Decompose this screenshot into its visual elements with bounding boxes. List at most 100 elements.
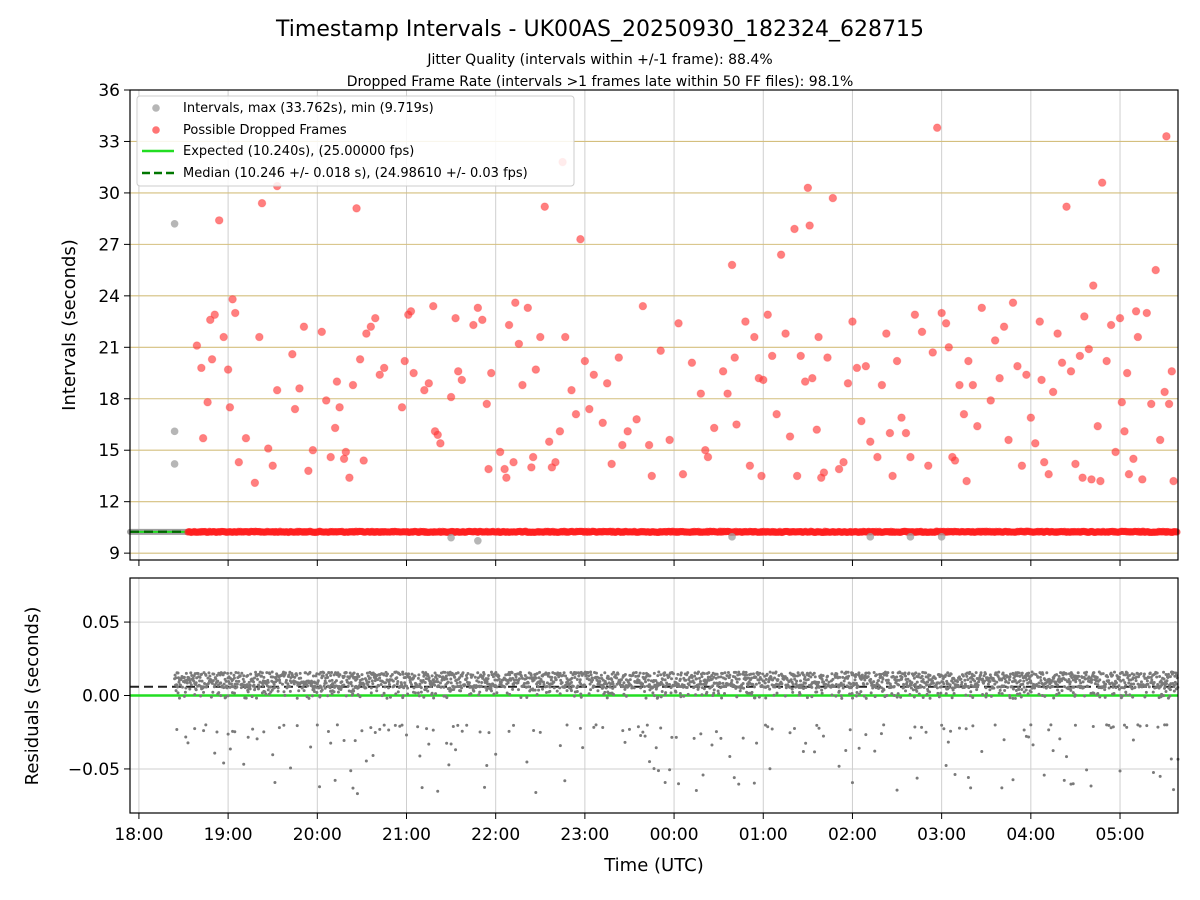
interval-baseline-point — [1173, 528, 1181, 536]
residual-point — [417, 694, 421, 698]
residual-point — [207, 671, 211, 675]
residual-point — [357, 675, 361, 679]
residual-point — [902, 682, 906, 686]
residual-point — [485, 679, 489, 683]
residual-point — [754, 675, 758, 679]
residual-point — [265, 671, 269, 675]
residual-point — [734, 670, 738, 674]
residual-point — [398, 672, 402, 676]
residual-point — [578, 678, 582, 682]
residual-outlier-point — [694, 789, 698, 793]
residual-outlier-point — [701, 773, 705, 777]
residual-point — [948, 683, 952, 687]
residual-point — [862, 694, 866, 698]
residual-point — [1134, 679, 1138, 683]
residual-point — [917, 692, 921, 696]
residual-point — [332, 673, 336, 677]
dropped-frame-point — [308, 445, 318, 455]
dropped-frame-point — [834, 464, 844, 474]
dropped-frame-point — [1053, 329, 1062, 338]
dropped-frame-point — [885, 428, 895, 438]
residual-point — [276, 686, 280, 690]
dropped-frame-point — [973, 421, 982, 431]
residual-point — [266, 680, 270, 684]
residual-point — [961, 674, 965, 678]
residual-outlier-point — [879, 732, 883, 736]
residual-point — [834, 682, 838, 686]
residual-outlier-point — [1029, 723, 1033, 727]
dropped-frame-point — [207, 355, 217, 364]
residual-point — [184, 671, 188, 675]
residual-point — [523, 673, 527, 677]
residual-point — [637, 678, 641, 682]
dropped-frame-point — [486, 368, 496, 378]
residual-point — [193, 693, 197, 697]
dropped-frame-point — [1167, 367, 1177, 376]
residual-outlier-point — [920, 725, 924, 729]
residual-point — [260, 671, 264, 675]
residual-point — [1104, 682, 1108, 686]
residual-point — [387, 682, 391, 686]
residual-point — [312, 690, 316, 694]
residual-point — [711, 693, 715, 697]
residual-outlier-point — [1156, 725, 1160, 729]
residual-outlier-point — [416, 725, 420, 729]
dropped-frame-point — [888, 471, 897, 481]
residual-point — [801, 686, 805, 690]
residual-point — [1013, 696, 1017, 700]
residual-outlier-point — [741, 736, 745, 740]
dropped-frame-point — [776, 250, 786, 259]
residual-point — [225, 686, 229, 690]
residual-point — [784, 686, 788, 690]
residual-point — [1146, 682, 1150, 686]
residual-point — [425, 686, 429, 690]
dropped-frame-point — [424, 379, 434, 388]
dropped-frame-point — [1075, 351, 1085, 361]
residual-point — [1122, 686, 1126, 690]
residual-point — [560, 681, 564, 685]
residual-point — [440, 678, 444, 682]
residual-point — [726, 683, 730, 687]
residual-point — [885, 673, 889, 677]
residual-point — [437, 684, 441, 688]
dropped-frame-point — [451, 313, 460, 323]
residual-point — [1026, 692, 1030, 696]
residual-point — [575, 677, 579, 681]
residual-outlier-point — [913, 725, 917, 729]
residual-outlier-point — [420, 786, 424, 790]
residual-point — [1006, 685, 1010, 689]
intervals-y-tick-label: 15 — [98, 441, 120, 461]
residual-point — [594, 671, 598, 675]
dropped-frame-point — [959, 409, 969, 419]
residual-outlier-point — [668, 768, 672, 772]
residual-point — [262, 675, 266, 679]
residual-point — [763, 681, 767, 685]
residual-point — [282, 690, 286, 694]
residual-point — [438, 674, 442, 678]
residual-point — [634, 670, 638, 674]
residual-point — [754, 682, 758, 686]
x-tick-label: 20:00 — [293, 825, 342, 845]
residual-point — [1004, 679, 1008, 683]
residual-point — [951, 688, 955, 692]
intervals-y-tick-label: 27 — [98, 235, 120, 255]
residual-point — [275, 672, 279, 676]
residual-point — [972, 674, 976, 678]
residual-point — [1131, 676, 1135, 680]
residual-point — [410, 683, 414, 687]
residual-point — [1001, 671, 1005, 675]
residual-outlier-point — [915, 776, 919, 780]
residual-outlier-point — [318, 785, 322, 789]
dropped-frame-point — [1122, 368, 1132, 378]
residual-outlier-point — [242, 762, 246, 766]
residual-point — [1043, 694, 1047, 698]
residual-point — [375, 689, 379, 693]
residual-point — [432, 696, 436, 700]
residual-point — [1166, 672, 1170, 676]
dropped-frame-point — [330, 423, 340, 433]
residual-point — [696, 687, 700, 691]
dropped-frame-point — [288, 349, 297, 359]
residual-point — [219, 694, 223, 698]
residual-point — [533, 688, 537, 692]
residual-point — [427, 676, 431, 680]
